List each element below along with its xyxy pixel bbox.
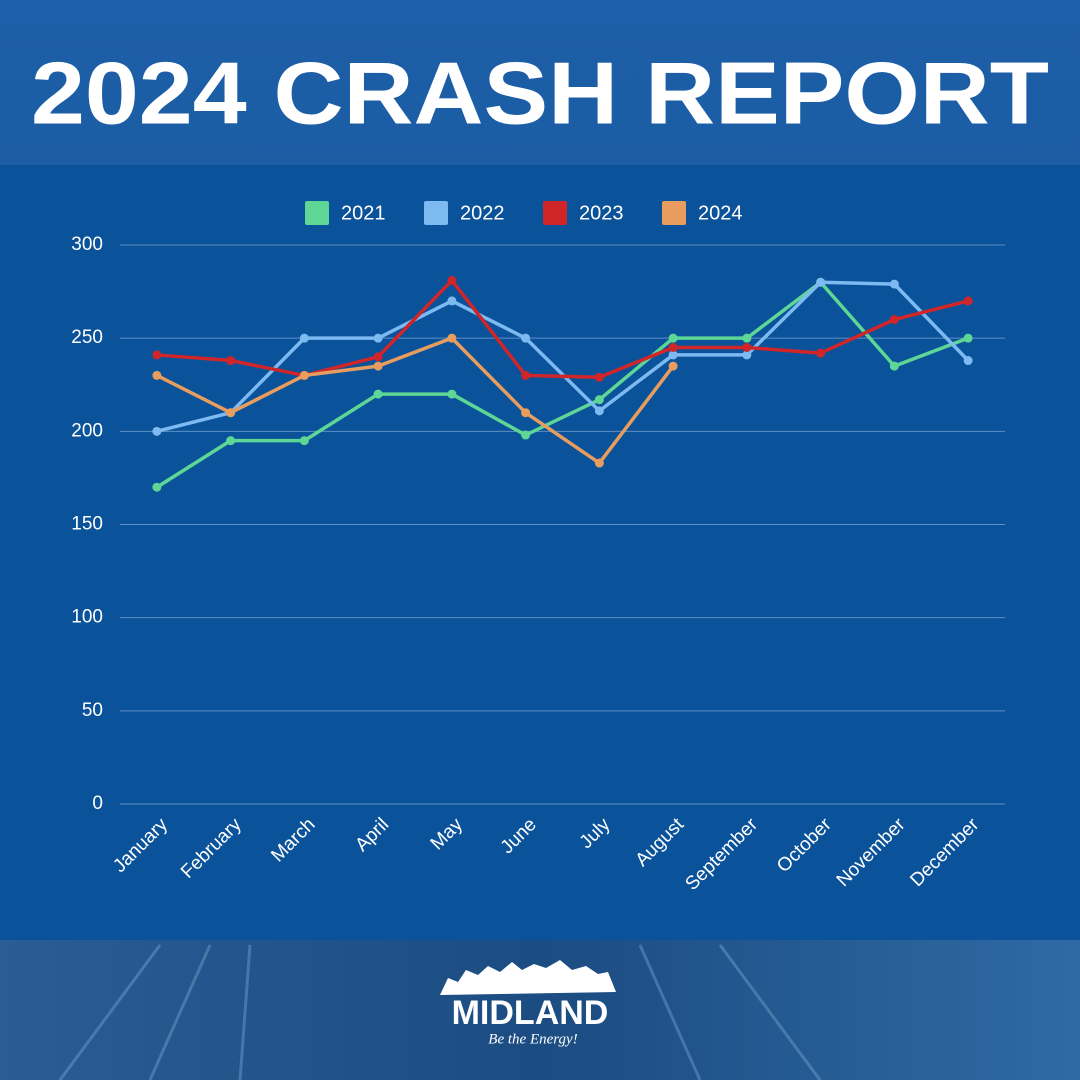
legend-swatch: [543, 201, 567, 225]
data-point: [963, 333, 973, 343]
data-point: [889, 315, 899, 325]
logo-tagline: Be the Energy!: [488, 1031, 577, 1047]
data-point: [299, 436, 309, 446]
y-tick-label: 50: [82, 700, 103, 721]
legend-swatch: [305, 201, 329, 225]
data-point: [594, 406, 604, 416]
data-point: [373, 333, 383, 343]
data-point: [226, 436, 236, 446]
data-point: [299, 370, 309, 380]
chart-panel: [0, 165, 1080, 940]
data-point: [963, 356, 973, 366]
series-line: [156, 280, 970, 434]
footer-band: [0, 940, 1080, 1080]
data-point: [668, 361, 678, 371]
legend-swatch: [424, 201, 448, 225]
data-point: [594, 458, 604, 468]
data-point: [373, 352, 383, 362]
data-point: [889, 361, 899, 371]
data-point: [963, 296, 973, 306]
data-point: [447, 275, 457, 285]
data-point: [152, 350, 162, 360]
data-point: [447, 296, 457, 306]
data-point: [889, 279, 899, 289]
logo-name: MIDLAND: [452, 994, 609, 1032]
legend-label: 2022: [460, 202, 505, 224]
data-point: [594, 395, 604, 405]
legend-label: 2021: [341, 202, 386, 224]
data-point: [816, 348, 826, 358]
y-tick-label: 300: [71, 234, 103, 255]
data-point: [521, 430, 531, 440]
data-point: [742, 350, 752, 360]
y-tick-label: 250: [71, 327, 103, 348]
y-tick-label: 100: [71, 607, 103, 628]
data-point: [152, 370, 162, 380]
light-streaks: [58, 944, 822, 1080]
data-point: [373, 361, 383, 371]
data-point: [373, 389, 383, 399]
data-point: [668, 350, 678, 360]
data-point: [299, 333, 309, 343]
series-line: [156, 336, 675, 465]
data-point: [152, 482, 162, 492]
y-tick-label: 150: [71, 514, 103, 535]
logo-skyline: [440, 960, 616, 995]
data-point: [521, 408, 531, 418]
y-tick-label: 0: [92, 793, 103, 814]
data-point: [521, 333, 531, 343]
chart-title: 2024 CRASH REPORT: [31, 43, 1049, 142]
legend-label: 2024: [698, 202, 743, 224]
data-point: [226, 356, 236, 366]
data-point: [447, 389, 457, 399]
data-point: [521, 370, 531, 380]
data-point: [668, 342, 678, 352]
series-line: [155, 280, 969, 489]
data-point: [668, 333, 678, 343]
logo: MIDLAND Be the Energy!: [440, 960, 616, 1047]
data-point: [447, 333, 457, 343]
data-point: [226, 408, 236, 418]
series-line: [156, 278, 969, 380]
data-point: [816, 277, 826, 287]
data-point: [742, 342, 752, 352]
data-point: [594, 372, 604, 382]
legend-label: 2023: [579, 202, 624, 224]
data-point: [742, 333, 752, 343]
y-tick-label: 200: [71, 420, 103, 441]
data-point: [152, 426, 162, 436]
legend-swatch: [662, 201, 686, 225]
